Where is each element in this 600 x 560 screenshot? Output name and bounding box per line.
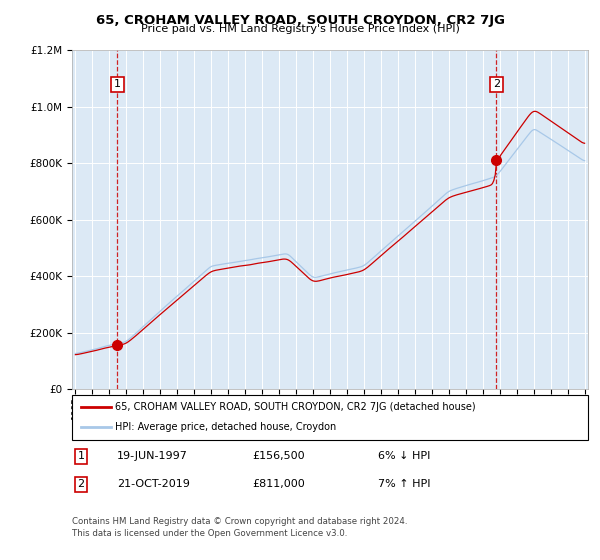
Text: 19-JUN-1997: 19-JUN-1997 (117, 451, 188, 461)
Text: 21-OCT-2019: 21-OCT-2019 (117, 479, 190, 489)
Text: 1: 1 (77, 451, 85, 461)
Text: 6% ↓ HPI: 6% ↓ HPI (378, 451, 430, 461)
Text: 7% ↑ HPI: 7% ↑ HPI (378, 479, 431, 489)
Text: £156,500: £156,500 (252, 451, 305, 461)
Text: 2: 2 (77, 479, 85, 489)
Text: 1: 1 (114, 80, 121, 89)
Text: 65, CROHAM VALLEY ROAD, SOUTH CROYDON, CR2 7JG (detached house): 65, CROHAM VALLEY ROAD, SOUTH CROYDON, C… (115, 402, 476, 412)
Text: £811,000: £811,000 (252, 479, 305, 489)
Text: 65, CROHAM VALLEY ROAD, SOUTH CROYDON, CR2 7JG: 65, CROHAM VALLEY ROAD, SOUTH CROYDON, C… (95, 14, 505, 27)
Text: HPI: Average price, detached house, Croydon: HPI: Average price, detached house, Croy… (115, 422, 337, 432)
Text: 2: 2 (493, 80, 500, 89)
Text: This data is licensed under the Open Government Licence v3.0.: This data is licensed under the Open Gov… (72, 529, 347, 538)
Text: Contains HM Land Registry data © Crown copyright and database right 2024.: Contains HM Land Registry data © Crown c… (72, 517, 407, 526)
Text: Price paid vs. HM Land Registry's House Price Index (HPI): Price paid vs. HM Land Registry's House … (140, 24, 460, 34)
